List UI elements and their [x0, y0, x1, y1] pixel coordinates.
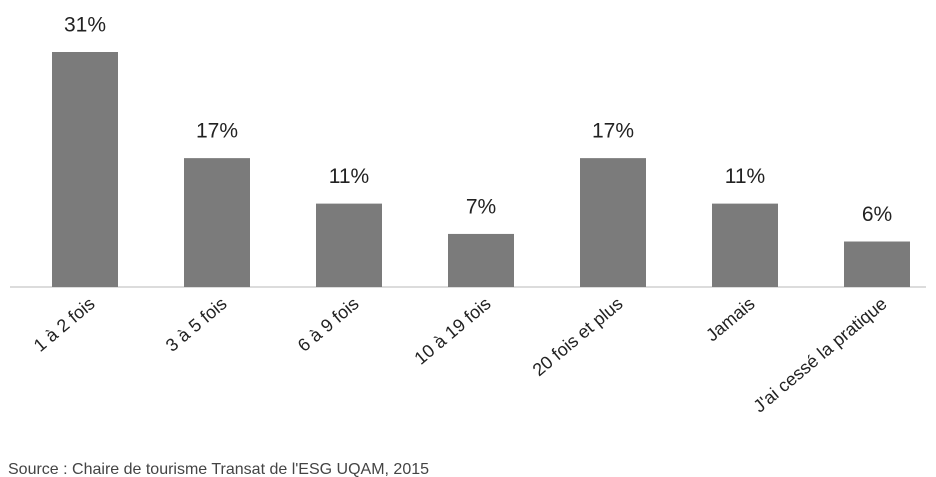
x-tick-label: Jamais: [702, 293, 759, 345]
x-tick-label: 3 à 5 fois: [162, 293, 231, 355]
value-label: 11%: [725, 165, 765, 188]
value-label: 11%: [329, 165, 369, 188]
bar: [316, 203, 382, 287]
x-tick-label: 10 à 19 fois: [410, 293, 494, 368]
bar: [448, 233, 514, 287]
bar: [712, 203, 778, 287]
x-tick-label: 20 fois et plus: [529, 293, 627, 380]
source-note: Source : Chaire de tourisme Transat de l…: [8, 461, 429, 477]
bar: [580, 158, 646, 287]
bar: [844, 241, 910, 287]
value-label: 17%: [196, 120, 238, 143]
bar: [52, 52, 118, 287]
x-tick-label: 6 à 9 fois: [294, 293, 363, 355]
x-tick-label: J'ai cessé la pratique: [749, 293, 890, 416]
value-label: 6%: [862, 203, 892, 226]
value-label: 31%: [64, 14, 106, 37]
x-tick-label: 1 à 2 fois: [30, 293, 99, 355]
value-label: 17%: [592, 120, 634, 143]
value-label: 7%: [466, 195, 496, 218]
bar: [184, 158, 250, 287]
